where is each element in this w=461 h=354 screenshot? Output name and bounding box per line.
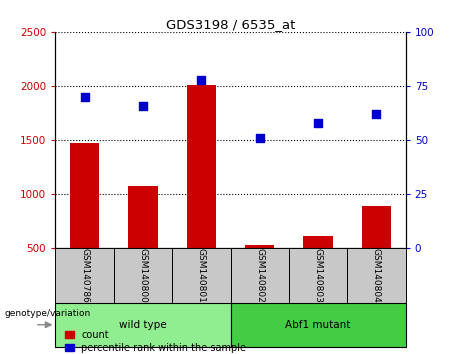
Point: [198, 77, 205, 82]
Bar: [114, 249, 172, 303]
Bar: [245, 245, 274, 249]
Point: [373, 112, 380, 117]
Bar: [230, 249, 289, 303]
Bar: [289, 249, 347, 303]
Legend: count, percentile rank within the sample: count, percentile rank within the sample: [65, 330, 246, 353]
Bar: [230, 303, 406, 347]
Text: Abf1 mutant: Abf1 mutant: [285, 320, 351, 330]
Bar: [55, 249, 114, 303]
Text: GSM140801: GSM140801: [197, 248, 206, 303]
Title: GDS3198 / 6535_at: GDS3198 / 6535_at: [166, 18, 295, 31]
Point: [256, 135, 263, 141]
Point: [314, 120, 322, 126]
Point: [81, 94, 88, 100]
Bar: [172, 249, 230, 303]
Bar: [128, 185, 158, 249]
Text: GSM140800: GSM140800: [138, 248, 148, 303]
Bar: [347, 249, 406, 303]
Bar: [362, 206, 391, 249]
Text: wild type: wild type: [119, 320, 167, 330]
Text: GSM140786: GSM140786: [80, 248, 89, 303]
Point: [139, 103, 147, 108]
Text: GSM140802: GSM140802: [255, 248, 264, 303]
Text: GSM140803: GSM140803: [313, 248, 323, 303]
Bar: [70, 143, 99, 249]
Text: genotype/variation: genotype/variation: [5, 309, 91, 318]
Text: GSM140804: GSM140804: [372, 248, 381, 303]
Bar: [187, 85, 216, 249]
Bar: [303, 236, 333, 249]
Bar: [55, 303, 230, 347]
